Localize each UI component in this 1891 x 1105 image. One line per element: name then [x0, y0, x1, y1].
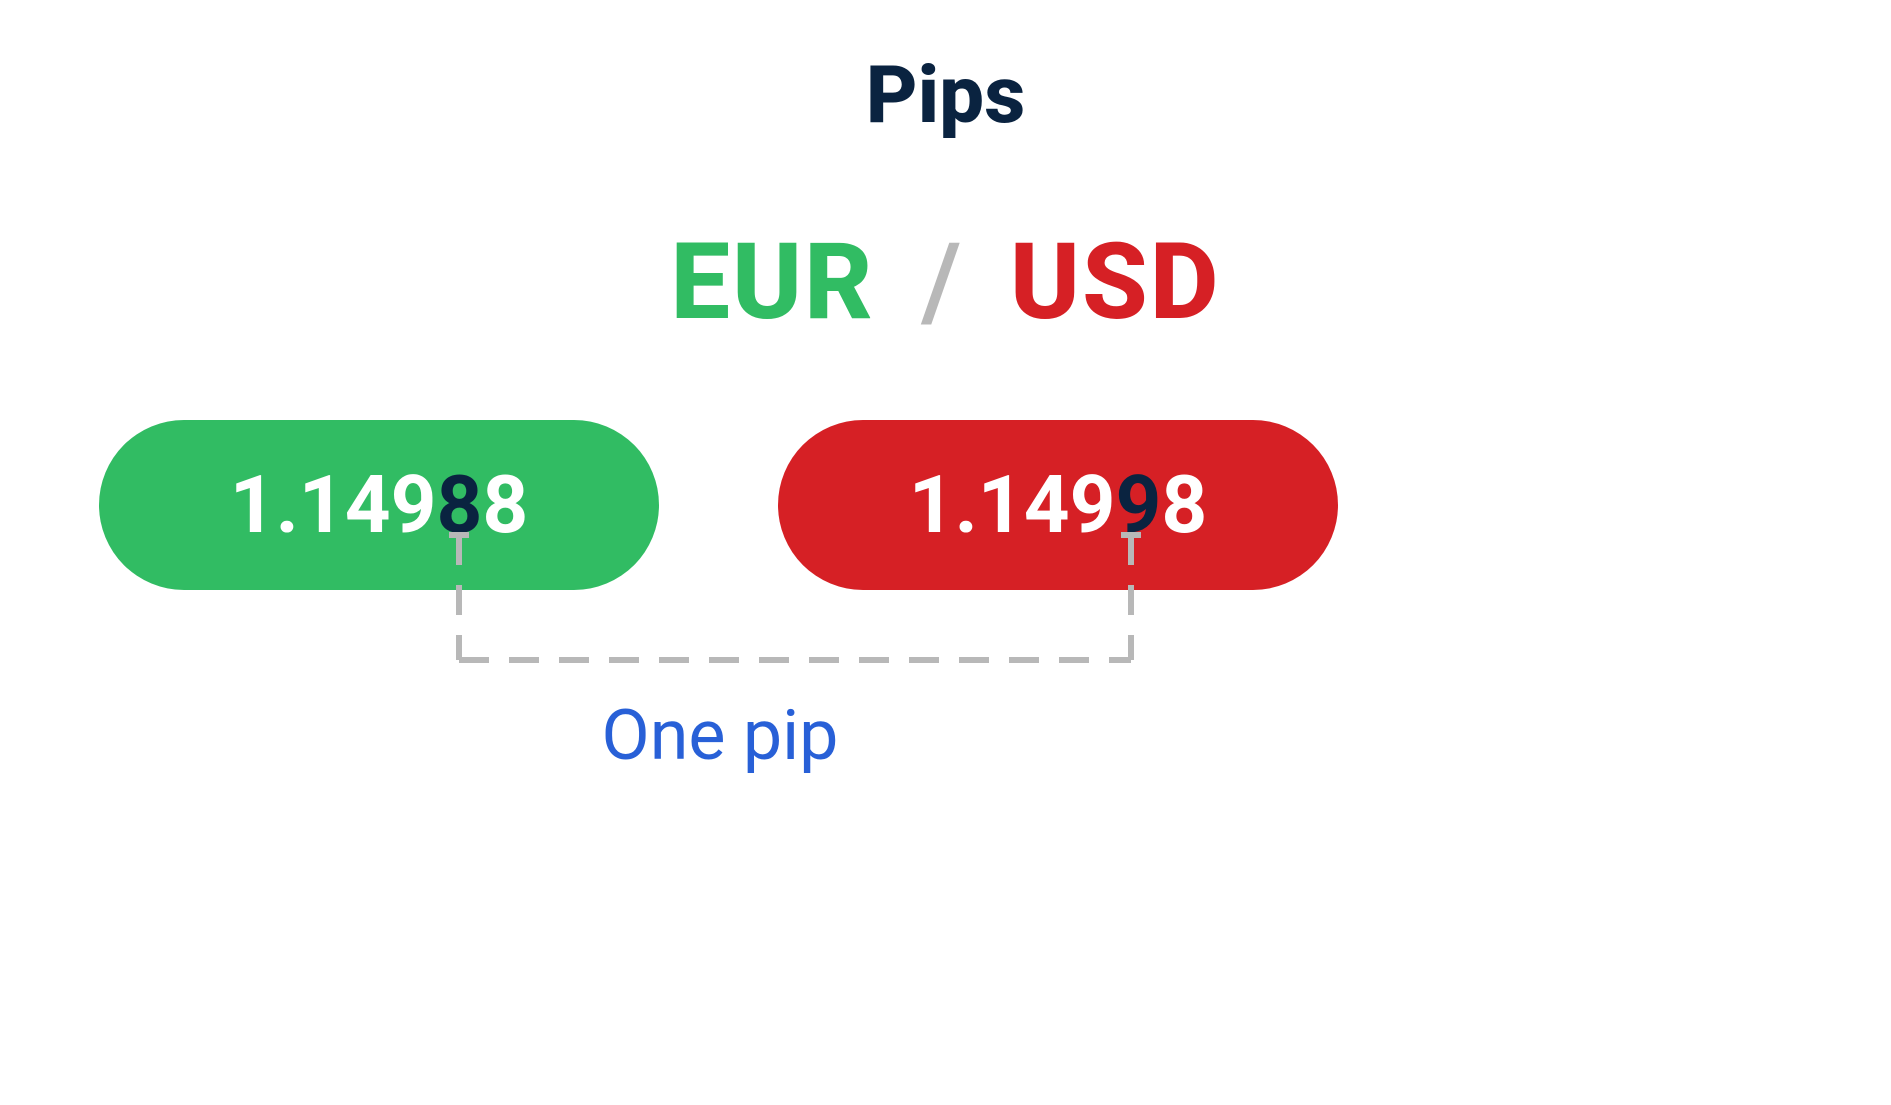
- pip-digit-right: 9: [1115, 458, 1161, 552]
- currency-pair: EUR / USD: [0, 220, 1891, 344]
- quote-currency: USD: [1010, 220, 1221, 344]
- price-pill-left: 1.14988: [99, 420, 659, 590]
- price-right: 1.14998: [909, 458, 1208, 552]
- price-pill-right: 1.14998: [778, 420, 1338, 590]
- price-prefix: 1.149: [230, 458, 437, 552]
- price-suffix: 8: [1161, 458, 1207, 552]
- diagram-title: Pips: [0, 48, 1891, 142]
- price-prefix: 1.149: [909, 458, 1116, 552]
- price-suffix: 8: [482, 458, 528, 552]
- pair-separator: /: [921, 220, 963, 344]
- pip-label: One pip: [0, 695, 1440, 777]
- price-left: 1.14988: [230, 458, 529, 552]
- pip-digit-left: 8: [436, 458, 482, 552]
- base-currency: EUR: [670, 220, 874, 344]
